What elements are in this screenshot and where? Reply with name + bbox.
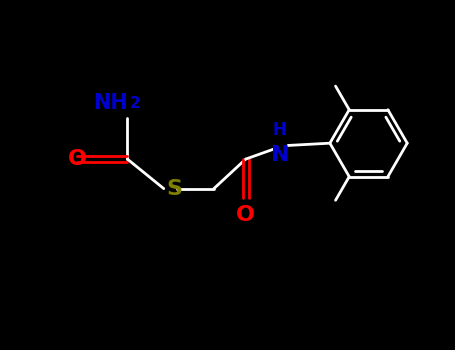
Text: N: N — [271, 146, 289, 166]
Text: 2: 2 — [130, 96, 141, 111]
Text: O: O — [236, 204, 255, 225]
Text: S: S — [166, 178, 182, 199]
Text: H: H — [273, 121, 287, 139]
Text: NH: NH — [93, 93, 127, 113]
Text: O: O — [68, 149, 87, 169]
